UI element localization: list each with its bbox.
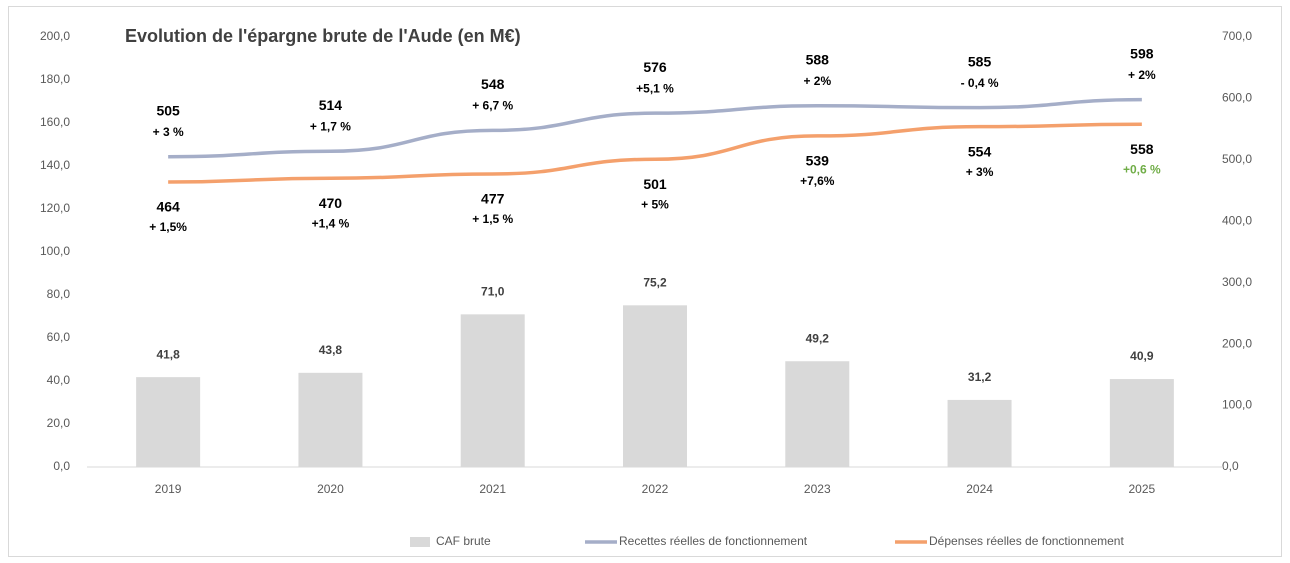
y-tick-label: 200,0 [40,29,70,43]
line-value-label: 558 [1130,141,1154,157]
line-change-label: + 6,7 % [472,99,513,113]
line-change-label: + 1,7 % [310,119,351,133]
x-tick-label: 2020 [317,482,344,496]
bar-label: 43,8 [319,343,343,357]
bar [1109,379,1174,467]
line-change-label: + 2% [803,74,831,88]
line-change-label: + 3% [966,165,994,179]
line-value-label: 548 [481,76,505,92]
line-change-label: +7,6% [800,174,835,188]
line-change-label: + 3 % [153,125,184,139]
bar [298,372,363,467]
line-value-label: 598 [1130,45,1154,61]
line-value-label: 514 [319,97,343,113]
bar [460,314,525,467]
bar [785,361,850,467]
bar [623,305,687,467]
y2-tick-label: 200,0 [1222,336,1252,350]
legend-label: Recettes réelles de fonctionnement [619,534,808,548]
y-tick-label: 0,0 [53,459,70,473]
y-tick-label: 120,0 [40,201,70,215]
y-tick-label: 60,0 [47,330,71,344]
bar-label: 49,2 [806,331,830,345]
line-value-label: 464 [156,199,180,215]
y2-tick-label: 600,0 [1222,91,1252,105]
y-tick-label: 40,0 [47,373,71,387]
y2-tick-label: 700,0 [1222,29,1252,43]
line-value-label: 470 [319,195,343,211]
bar-label: 41,8 [156,347,180,361]
y2-tick-label: 400,0 [1222,213,1252,227]
y-tick-label: 160,0 [40,115,70,129]
line-change-label: + 5% [641,197,669,211]
y-tick-label: 80,0 [47,287,71,301]
line [168,122,1142,184]
y-tick-label: 140,0 [40,158,70,172]
line-value-label: 539 [806,153,830,169]
x-tick-label: 2019 [155,482,182,496]
y-tick-label: 100,0 [40,244,70,258]
line-value-label: 477 [481,191,505,207]
x-tick-label: 2022 [642,482,669,496]
bar-label: 75,2 [643,275,667,289]
line-value-label: 585 [968,53,992,69]
line-change-label: +0,6 % [1123,162,1161,176]
bar-label: 71,0 [481,285,505,299]
legend-swatch [410,537,430,547]
line-value-label: 588 [806,52,830,68]
legend-label: CAF brute [436,534,491,548]
legend-label: Dépenses réelles de fonctionnement [929,534,1124,548]
chart-title: Evolution de l'épargne brute de l'Aude (… [125,26,521,46]
bar [136,377,201,467]
line-change-label: +1,4 % [312,216,350,230]
y2-tick-label: 100,0 [1222,398,1252,412]
line-change-label: +5,1 % [636,81,674,95]
line-value-label: 576 [643,59,667,75]
x-tick-label: 2023 [804,482,831,496]
y2-tick-label: 0,0 [1222,459,1239,473]
line-value-label: 505 [156,102,180,118]
x-tick-label: 2024 [966,482,993,496]
line-change-label: + 1,5 % [472,212,513,226]
bar-label: 40,9 [1130,349,1154,363]
bar-label: 31,2 [968,370,992,384]
y2-tick-label: 500,0 [1222,152,1252,166]
line-change-label: + 1,5% [149,220,187,234]
bar [947,399,1012,467]
line [168,97,1142,159]
y-tick-label: 180,0 [40,72,70,86]
y2-tick-label: 300,0 [1222,275,1252,289]
line-change-label: - 0,4 % [961,76,999,90]
line-change-label: + 2% [1128,68,1156,82]
line-value-label: 554 [968,143,992,159]
x-tick-label: 2025 [1129,482,1156,496]
y-tick-label: 20,0 [47,416,71,430]
line-value-label: 501 [643,176,667,192]
x-tick-label: 2021 [479,482,506,496]
